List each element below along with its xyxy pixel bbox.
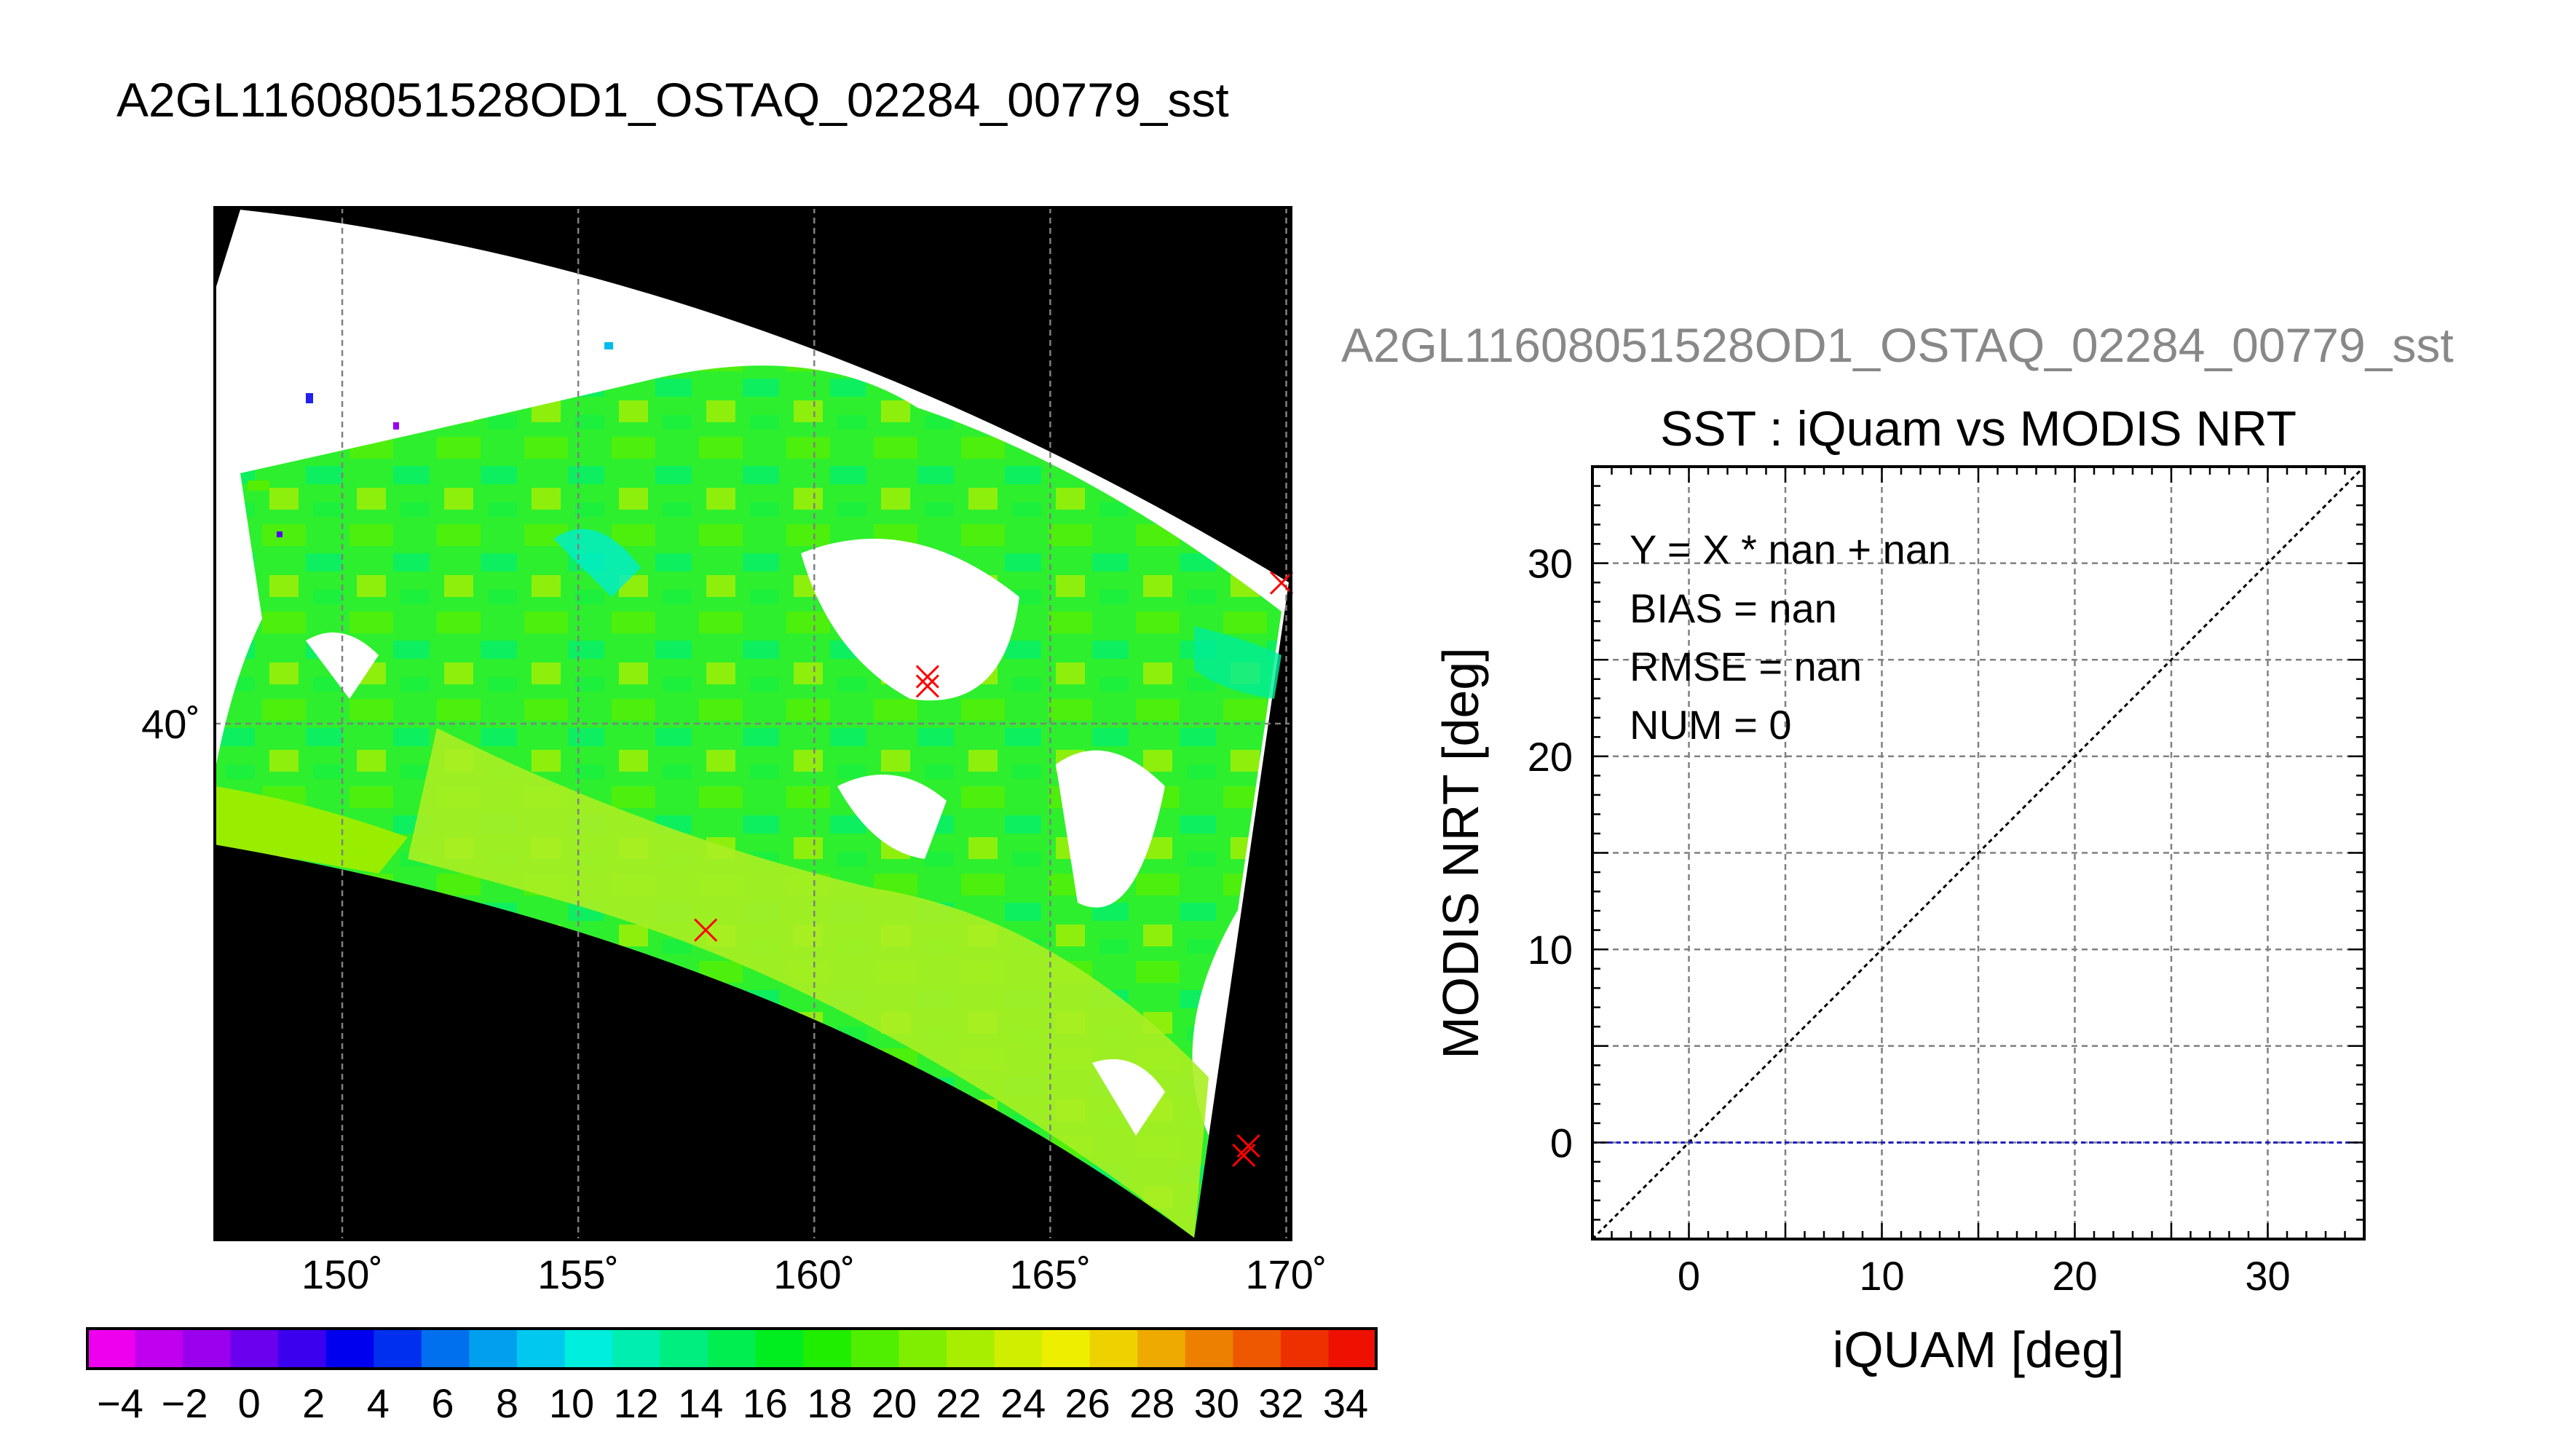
colorbar-tick-label: 20 [872, 1380, 917, 1426]
colorbar-tick-label: 18 [807, 1380, 852, 1426]
stats-box: Y = X * nan + nan BIAS = nan RMSE = nan … [1630, 526, 1951, 748]
x-axis-label: iQUAM [deg] [1833, 1321, 2125, 1378]
y-axis-label: MODIS NRT [deg] [1432, 647, 1489, 1059]
colorbar: −4 −2 0 2 4 6 8 10 12 14 16 18 20 22 24 26 28 30 32 34 [86, 1327, 1378, 1426]
colorbar-swatch [994, 1329, 1043, 1369]
colorbar-swatch [1042, 1329, 1091, 1369]
colorbar-swatch [1233, 1329, 1282, 1369]
colorbar-tick-label: −4 [97, 1380, 143, 1426]
colorbar-tick-label: 14 [678, 1380, 723, 1426]
colorbar-swatch [517, 1329, 566, 1369]
colorbar-swatch [947, 1329, 995, 1369]
scatter-panel: A2GL11608051528OD1_OSTAQ_02284_00779_sst… [1341, 318, 2454, 1378]
colorbar-tick-labels: −4 −2 0 2 4 6 8 10 12 14 16 18 20 22 24 26 28 30 32 34 [97, 1380, 1368, 1426]
colorbar-tick-label: 0 [238, 1380, 261, 1426]
colorbar-swatch [1280, 1329, 1330, 1369]
colorbar-swatch [325, 1329, 374, 1369]
colorbar-swatch [183, 1329, 232, 1369]
stats-line-rmse: RMSE = nan [1630, 644, 1862, 689]
map-graticule [215, 207, 1291, 1240]
colorbar-swatch [374, 1329, 422, 1369]
match-marker [1269, 571, 1294, 595]
colorbar-tick-label: 22 [936, 1380, 981, 1426]
colorbar-tick-label: 30 [1194, 1380, 1239, 1426]
one-to-one-line [1592, 467, 2364, 1239]
page-title: A2GL11608051528OD1_OSTAQ_02284_00779_sst [117, 73, 1229, 127]
colorbar-swatch [421, 1329, 470, 1369]
colorbar-swatch [612, 1329, 661, 1369]
match-marker [694, 918, 718, 942]
colorbar-swatch [1185, 1329, 1233, 1369]
colorbar-swatch [899, 1329, 947, 1369]
colorbar-tick-label: −2 [162, 1380, 208, 1426]
match-marker [915, 674, 939, 698]
colorbar-swatch [230, 1329, 279, 1369]
colorbar-tick-label: 4 [367, 1380, 390, 1426]
colorbar-swatch [1137, 1329, 1186, 1369]
x-tick-label: 10 [1859, 1253, 1904, 1299]
match-marker [1236, 1134, 1260, 1158]
colorbar-swatch [1089, 1329, 1138, 1369]
lat-tick-label: 40˚ [141, 701, 200, 747]
colorbar-swatch [803, 1329, 852, 1369]
colorbar-swatches [87, 1329, 1377, 1369]
y-tick-label: 0 [1550, 1120, 1573, 1166]
match-markers [694, 571, 1294, 1168]
lon-tick-label: 170˚ [1245, 1251, 1327, 1297]
colorbar-tick-label: 16 [743, 1380, 788, 1426]
stats-line-num: NUM = 0 [1630, 702, 1792, 748]
colorbar-swatch [135, 1329, 183, 1369]
colorbar-swatch [755, 1329, 804, 1369]
colorbar-tick-label: 12 [613, 1380, 658, 1426]
lon-tick-label: 165˚ [1009, 1251, 1091, 1297]
x-tick-label: 30 [2245, 1253, 2290, 1299]
colorbar-tick-label: 34 [1323, 1380, 1368, 1426]
colorbar-tick-label: 26 [1065, 1380, 1110, 1426]
y-tick-label: 10 [1528, 927, 1573, 973]
sst-field [215, 342, 1282, 1238]
colorbar-swatch [850, 1329, 900, 1369]
colorbar-tick-label: 10 [549, 1380, 594, 1426]
x-tick-label: 0 [1678, 1253, 1700, 1299]
lon-tick-label: 160˚ [773, 1251, 855, 1297]
scatter-ticks: 0 10 20 30 0 10 20 30 [1528, 465, 2366, 1299]
match-marker [915, 665, 939, 689]
lon-tick-label: 150˚ [301, 1251, 383, 1297]
colorbar-swatch [87, 1329, 136, 1369]
colorbar-tick-label: 32 [1258, 1380, 1303, 1426]
map-tick-labels: 150˚ 155˚ 160˚ 165˚ 170˚ 40˚ [141, 701, 1327, 1297]
colorbar-frame [86, 1327, 1378, 1370]
colorbar-tick-label: 24 [1000, 1380, 1046, 1426]
colorbar-tick-label: 6 [431, 1380, 454, 1426]
y-tick-label: 20 [1528, 734, 1573, 780]
colorbar-swatch [708, 1329, 757, 1369]
colorbar-swatch [1328, 1329, 1377, 1369]
colorbar-tick-label: 8 [496, 1380, 518, 1426]
colorbar-tick-label: 28 [1129, 1380, 1174, 1426]
stats-line-fit: Y = X * nan + nan [1630, 526, 1951, 572]
colorbar-swatch [278, 1329, 327, 1369]
colorbar-swatch [564, 1329, 613, 1369]
scatter-figure-title: A2GL11608051528OD1_OSTAQ_02284_00779_sst [1341, 318, 2454, 372]
sst-map: 150˚ 155˚ 160˚ 165˚ 170˚ 40˚ [141, 206, 1327, 1297]
lon-tick-label: 155˚ [537, 1251, 619, 1297]
y-tick-label: 30 [1528, 541, 1573, 587]
colorbar-swatch [660, 1329, 708, 1369]
chart-title: SST : iQuam vs MODIS NRT [1660, 401, 2297, 456]
colorbar-tick-label: 2 [302, 1380, 325, 1426]
colorbar-swatch [469, 1329, 518, 1369]
x-tick-label: 20 [2052, 1253, 2097, 1299]
stats-line-bias: BIAS = nan [1630, 585, 1837, 631]
map-frame [213, 206, 1292, 1241]
